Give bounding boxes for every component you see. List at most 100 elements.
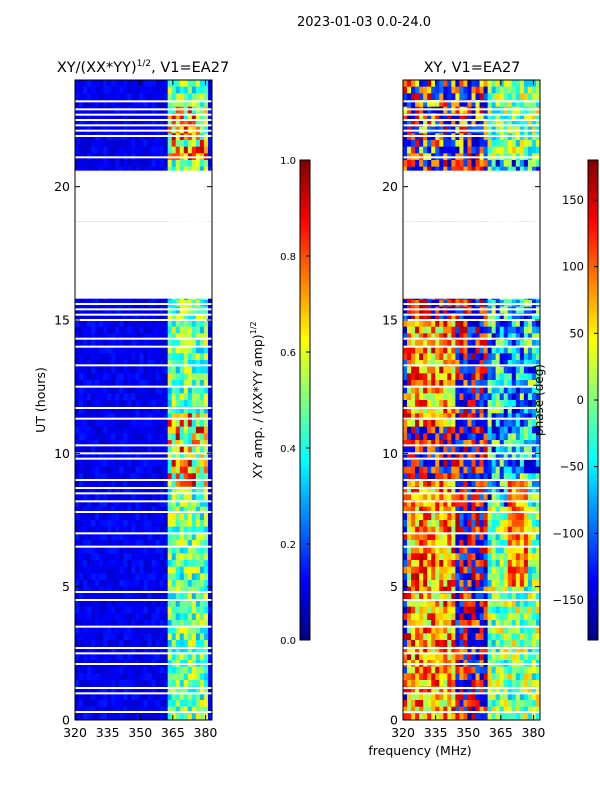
heatmap-cell [511,373,517,381]
heatmap-cell [207,146,212,154]
heatmap-cell [179,333,185,341]
heatmap-cell [167,113,173,121]
heatmap-cell [171,553,177,561]
heatmap-cell [123,380,128,388]
heatmap-cell [79,326,84,334]
flagged-row [75,407,212,409]
heatmap-cell [195,366,201,374]
heatmap-cell [123,160,128,168]
heatmap-cell [127,346,133,354]
heatmap-cell [191,666,197,674]
heatmap-cell [107,693,112,701]
heatmap-cell [163,546,169,554]
heatmap-cell [123,353,128,361]
heatmap-cell [491,113,497,121]
heatmap-cell [495,120,501,128]
heatmap-cell [87,340,92,348]
heatmap-cell [191,393,197,401]
heatmap-cell [107,493,112,501]
heatmap-cell [119,586,124,594]
heatmap-cell [107,506,112,514]
heatmap-cell [95,460,100,468]
heatmap-cell [431,313,436,321]
heatmap-cell [195,626,201,634]
heatmap-cell [171,446,177,454]
heatmap-cell [87,480,92,488]
heatmap-cell [91,113,96,121]
heatmap-cell [175,560,181,568]
heatmap-cell [167,493,173,501]
heatmap-cell [415,360,420,368]
heatmap-cell [95,320,100,328]
heatmap-cell [143,626,149,634]
heatmap-cell [167,520,173,528]
heatmap-cell [155,373,161,381]
heatmap-cell [203,120,209,128]
heatmap-cell [403,146,408,154]
heatmap-cell [207,320,212,328]
heatmap-cell [515,113,521,121]
heatmap-cell [127,640,133,648]
heatmap-cell [535,393,540,401]
heatmap-cell [195,580,201,588]
heatmap-cell [195,166,201,174]
heatmap-cell [435,313,440,321]
heatmap-cell [199,473,205,481]
heatmap-cell [179,540,185,548]
heatmap-cell [151,626,157,634]
heatmap-cell [419,120,424,128]
heatmap-cell [167,433,173,441]
heatmap-cell [203,653,209,661]
heatmap-cell [475,313,481,321]
heatmap-cell [419,113,424,121]
heatmap-cell [159,693,165,701]
heatmap-cell [127,380,133,388]
heatmap-cell [207,453,212,461]
heatmap-cell [75,140,80,148]
heatmap-cell [79,380,84,388]
heatmap-cell [511,86,517,94]
heatmap-cell [143,320,149,328]
heatmap-cell [159,433,165,441]
heatmap-cell [511,393,517,401]
heatmap-cell [135,693,141,701]
heatmap-cell [207,360,212,368]
heatmap-cell [151,353,157,361]
heatmap-cell [143,433,149,441]
heatmap-cell [107,560,112,568]
heatmap-cell [199,700,205,708]
heatmap-cell [431,166,436,174]
heatmap-cell [119,340,124,348]
heatmap-cell [111,326,116,334]
heatmap-cell [143,100,149,108]
heatmap-cell [139,393,145,401]
heatmap-cell [119,86,124,94]
heatmap-cell [447,100,452,108]
heatmap-cell [163,706,169,714]
heatmap-cell [107,453,112,461]
heatmap-cell [127,493,133,501]
flagged-row [75,100,212,103]
heatmap-cell [103,120,108,128]
heatmap-cell [167,693,173,701]
heatmap-cell [119,506,124,514]
heatmap-cell [107,673,112,681]
heatmap-cell [179,386,185,394]
heatmap-cell [155,560,161,568]
heatmap-cell [79,700,84,708]
heatmap-cell [139,340,145,348]
heatmap-cell [119,520,124,528]
heatmap-cell [423,140,428,148]
heatmap-cell [103,393,108,401]
heatmap-cell [195,700,201,708]
heatmap-cell [415,120,420,128]
heatmap-cell [535,353,540,361]
heatmap-cell [159,613,165,621]
heatmap-cell [99,340,104,348]
heatmap-cell [83,620,88,628]
heatmap-cell [179,566,185,574]
heatmap-cell [95,706,100,714]
heatmap-cell [499,166,505,174]
heatmap-cell [139,626,145,634]
heatmap-cell [107,540,112,548]
